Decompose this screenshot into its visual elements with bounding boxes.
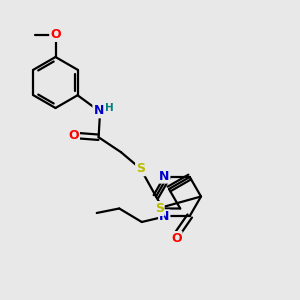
Text: S: S <box>155 202 164 215</box>
Text: H: H <box>105 103 113 113</box>
Text: O: O <box>68 129 79 142</box>
Text: O: O <box>50 28 61 41</box>
Text: N: N <box>93 104 104 117</box>
Text: O: O <box>171 232 181 245</box>
Text: S: S <box>136 162 145 175</box>
Text: N: N <box>159 169 169 183</box>
Text: N: N <box>159 210 169 224</box>
